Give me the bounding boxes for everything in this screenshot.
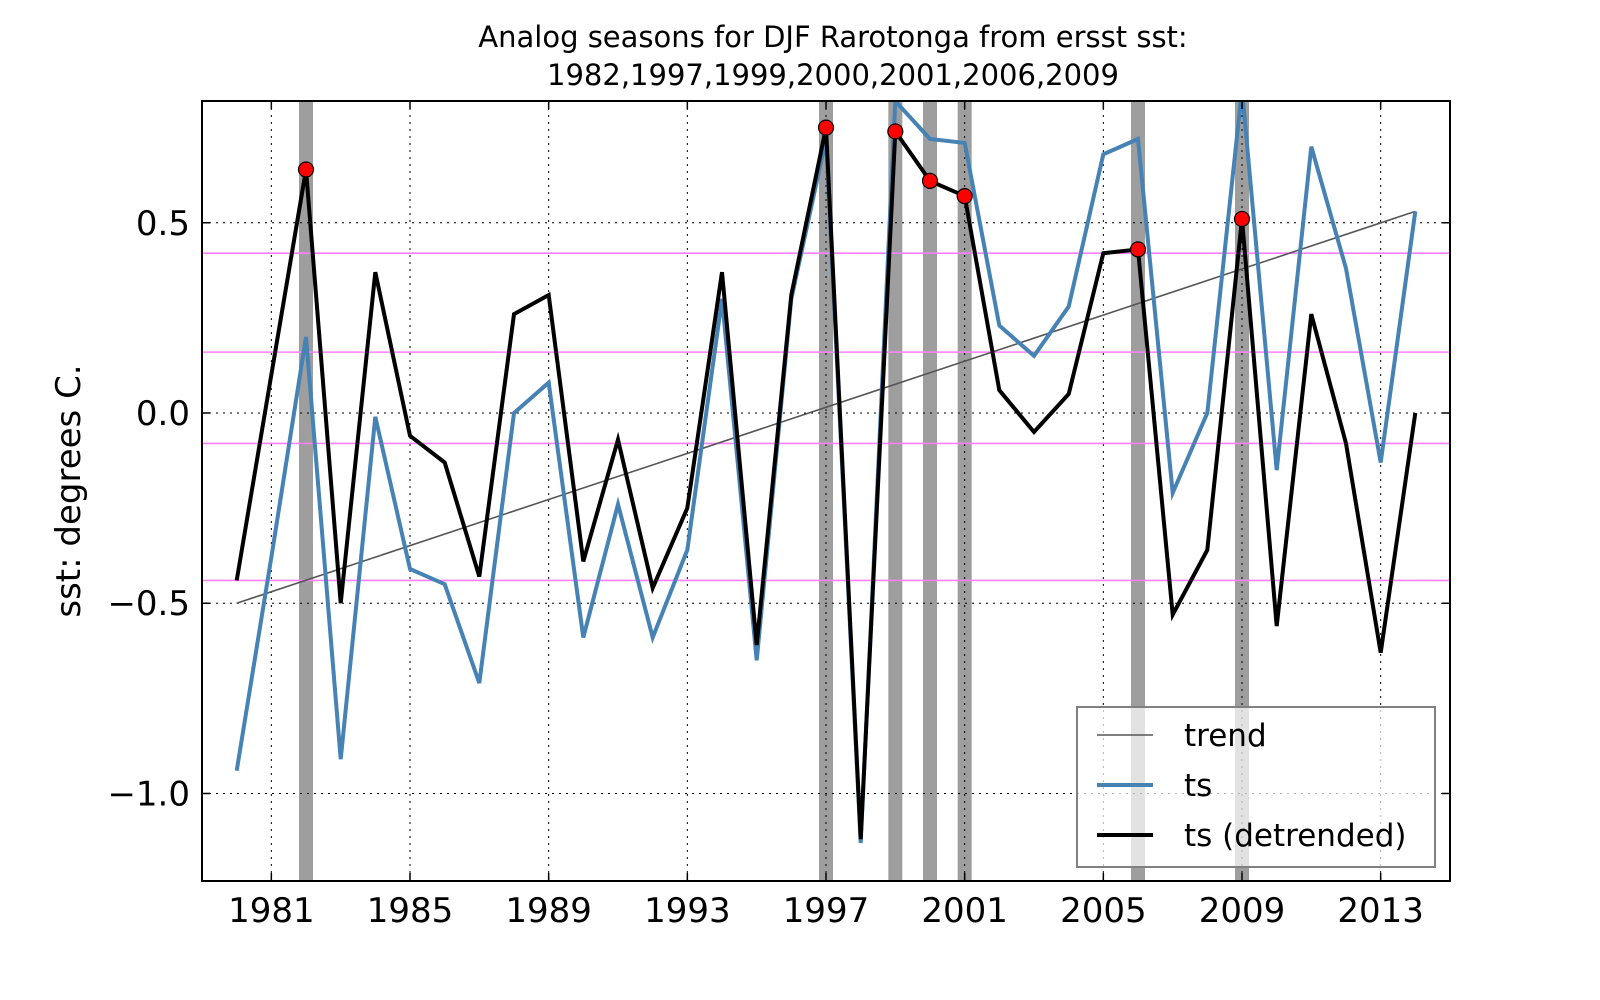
reference-lines <box>202 252 1450 582</box>
y-axis-ticks: 0.5 0.0 −0.5 −1.0 <box>107 204 1450 814</box>
x-tick-label: 1985 <box>367 891 454 931</box>
analog-marker-1997 <box>817 119 835 136</box>
x-tick-label: 1989 <box>505 891 592 931</box>
chart-title: Analog seasons for DJF Rarotonga from er… <box>478 20 1187 54</box>
x-tick-label: 1997 <box>783 891 870 931</box>
analog-marker-2001 <box>956 188 973 205</box>
analog-bands <box>299 101 1249 881</box>
analog-marker-2006 <box>1129 241 1147 258</box>
legend-label-0: trend <box>1184 718 1267 754</box>
analog-band-2000 <box>923 101 937 881</box>
analog-marker-1982 <box>297 161 315 178</box>
y-tick-label: −1.0 <box>107 774 190 814</box>
y-tick-label: −0.5 <box>107 584 190 624</box>
x-tick-label: 2001 <box>921 891 1008 931</box>
x-tick-label: 2005 <box>1060 891 1147 931</box>
x-axis-ticks: 1981 1985 1989 1993 1997 2001 2005 2009 2013 <box>228 101 1424 931</box>
y-tick-label: 0.0 <box>136 394 190 434</box>
analog-markers <box>297 119 1251 258</box>
x-tick-label: 1981 <box>228 891 315 931</box>
analog-band-1999 <box>888 101 903 881</box>
legend-label-2: ts (detrended) <box>1184 818 1406 854</box>
legend: trend ts ts (detrended) <box>1076 706 1436 868</box>
legend-label-1: ts <box>1184 768 1212 804</box>
series-line-trend <box>236 210 1416 605</box>
x-tick-label: 2009 <box>1199 891 1286 931</box>
x-tick-label: 2013 <box>1337 891 1424 931</box>
analog-marker-2009 <box>1233 210 1251 228</box>
analog-band-2009 <box>1235 101 1249 881</box>
analog-band-1997 <box>819 101 833 881</box>
x-tick-label: 1993 <box>644 891 731 931</box>
analog-band-2001 <box>957 101 972 881</box>
y-tick-label: 0.5 <box>136 204 190 244</box>
analog-marker-2000 <box>921 172 939 190</box>
chart-subtitle: 1982,1997,1999,2000,2001,2006,2009 <box>547 58 1119 92</box>
grid-lines <box>202 101 1450 881</box>
y-axis-label: sst: degrees C. <box>49 364 89 617</box>
analog-marker-1999 <box>887 123 904 140</box>
analog-band-1982 <box>299 101 313 881</box>
